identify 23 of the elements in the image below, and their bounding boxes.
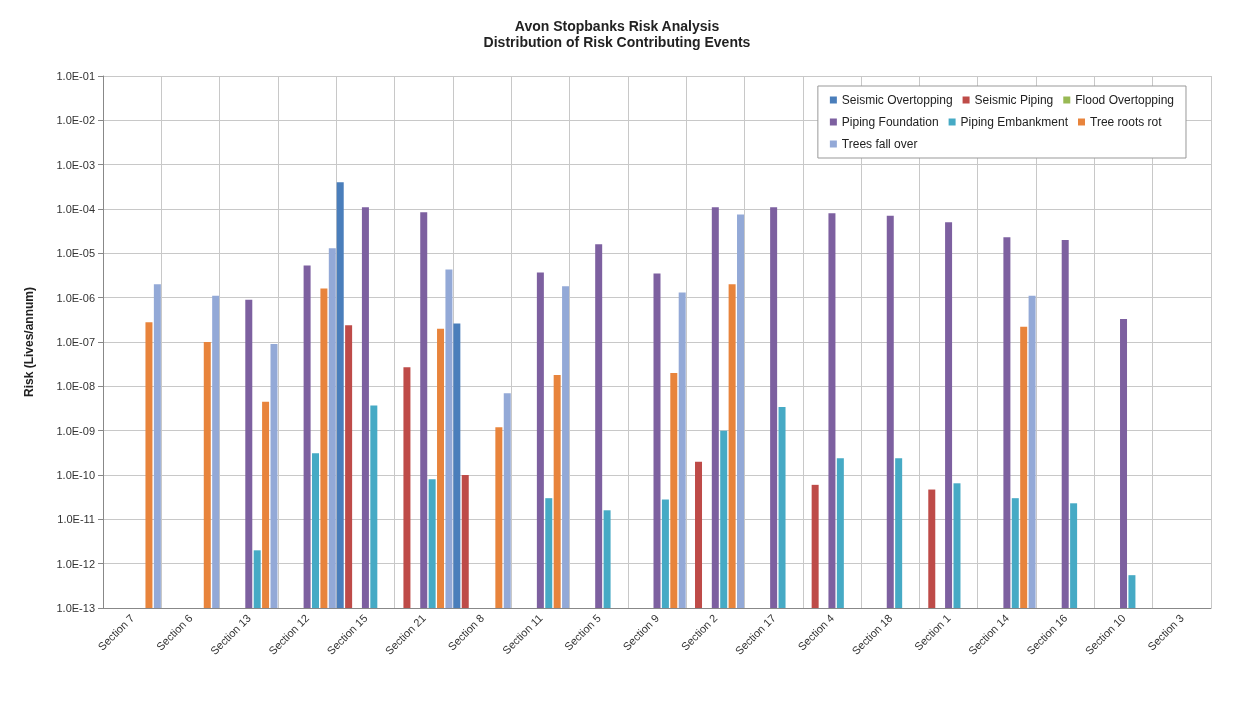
y-tick-label: 1.0E-03 <box>56 158 95 171</box>
y-tick-label: 1.0E-07 <box>56 336 95 348</box>
legend-label: Tree roots rot <box>1089 115 1163 129</box>
y-tick-label: 1.0E-13 <box>56 602 95 614</box>
legend-label: Trees fall over <box>841 137 918 151</box>
y-tick-label: 1.0E-10 <box>56 469 95 481</box>
chart-subtitle: Distribution of Risk Contributing Events <box>483 34 751 50</box>
y-tick-label: 1.0E-04 <box>56 203 95 215</box>
y-axis-title: Risk (Lives/annum) <box>22 286 36 398</box>
legend-label: Piping Embankment <box>960 115 1069 129</box>
chart-title: Avon Stopbanks Risk Analysis <box>514 18 720 34</box>
y-tick-label: 1.0E-05 <box>56 247 95 260</box>
y-tick-label: 1.0E-01 <box>56 70 95 82</box>
y-tick-label: 1.0E-08 <box>56 380 95 393</box>
legend-label: Seismic Overtopping <box>841 93 953 107</box>
y-tick-label: 1.0E-09 <box>56 424 95 437</box>
y-tick-label: 1.0E-12 <box>56 557 95 570</box>
y-tick-label: 1.0E-06 <box>56 291 95 304</box>
legend-label: Flood Overtopping <box>1075 93 1175 107</box>
y-tick-label: 1.0E-02 <box>56 114 95 127</box>
y-tick-label: 1.0E-11 <box>57 513 95 526</box>
legend-label: Piping Foundation <box>841 115 939 129</box>
legend-label: Seismic Piping <box>974 93 1054 107</box>
